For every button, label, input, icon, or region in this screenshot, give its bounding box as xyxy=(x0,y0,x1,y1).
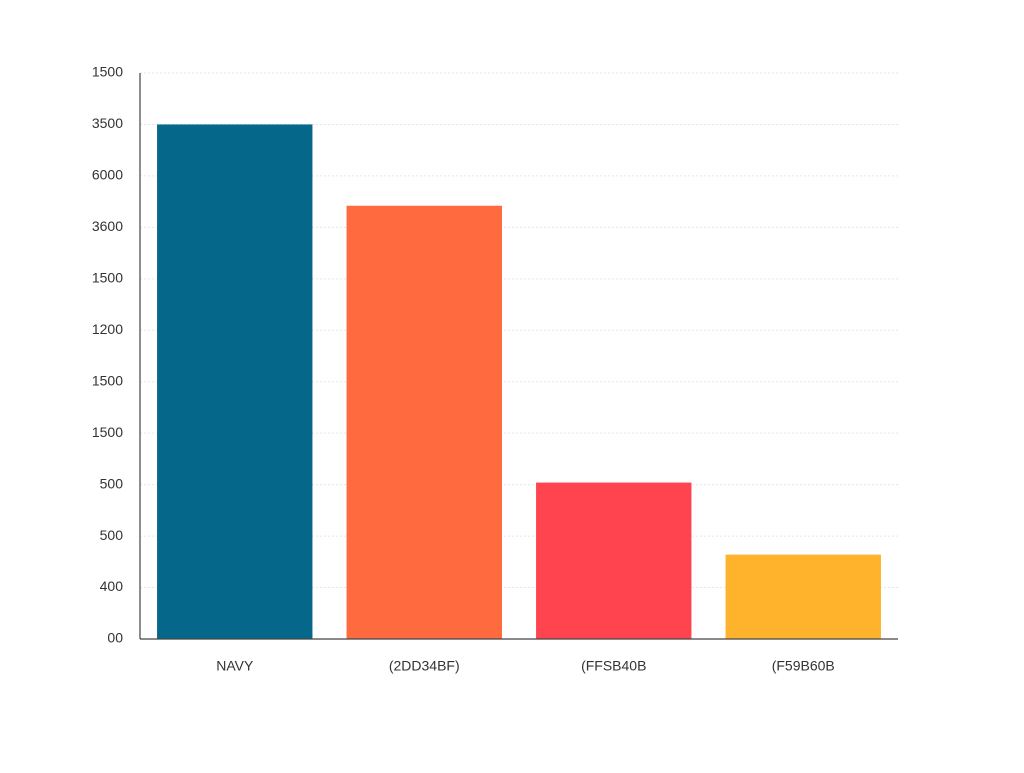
y-tick-label: 3500 xyxy=(92,115,123,131)
y-tick-label: 1500 xyxy=(92,64,123,80)
y-tick-label: 3600 xyxy=(92,218,123,234)
bar xyxy=(346,205,502,639)
bar xyxy=(725,554,881,639)
bar xyxy=(157,124,313,640)
x-tick-label: NAVY xyxy=(216,658,254,674)
y-tick-label: 6000 xyxy=(92,167,123,183)
y-tick-label: 1500 xyxy=(92,372,123,388)
y-tick-label: 400 xyxy=(100,578,124,594)
x-tick-label: (F59B60B xyxy=(772,658,835,674)
y-tick-label: 1500 xyxy=(92,424,123,440)
y-tick-label: 500 xyxy=(100,475,124,491)
x-tick-label: (2DD34BF) xyxy=(389,658,460,674)
x-tick-label: (FFSB40B xyxy=(581,658,646,674)
y-tick-label: 1500 xyxy=(92,270,123,286)
y-tick-label: 500 xyxy=(100,527,124,543)
bar xyxy=(536,482,692,639)
y-tick-label: 00 xyxy=(107,630,123,646)
y-tick-label: 1200 xyxy=(92,321,123,337)
